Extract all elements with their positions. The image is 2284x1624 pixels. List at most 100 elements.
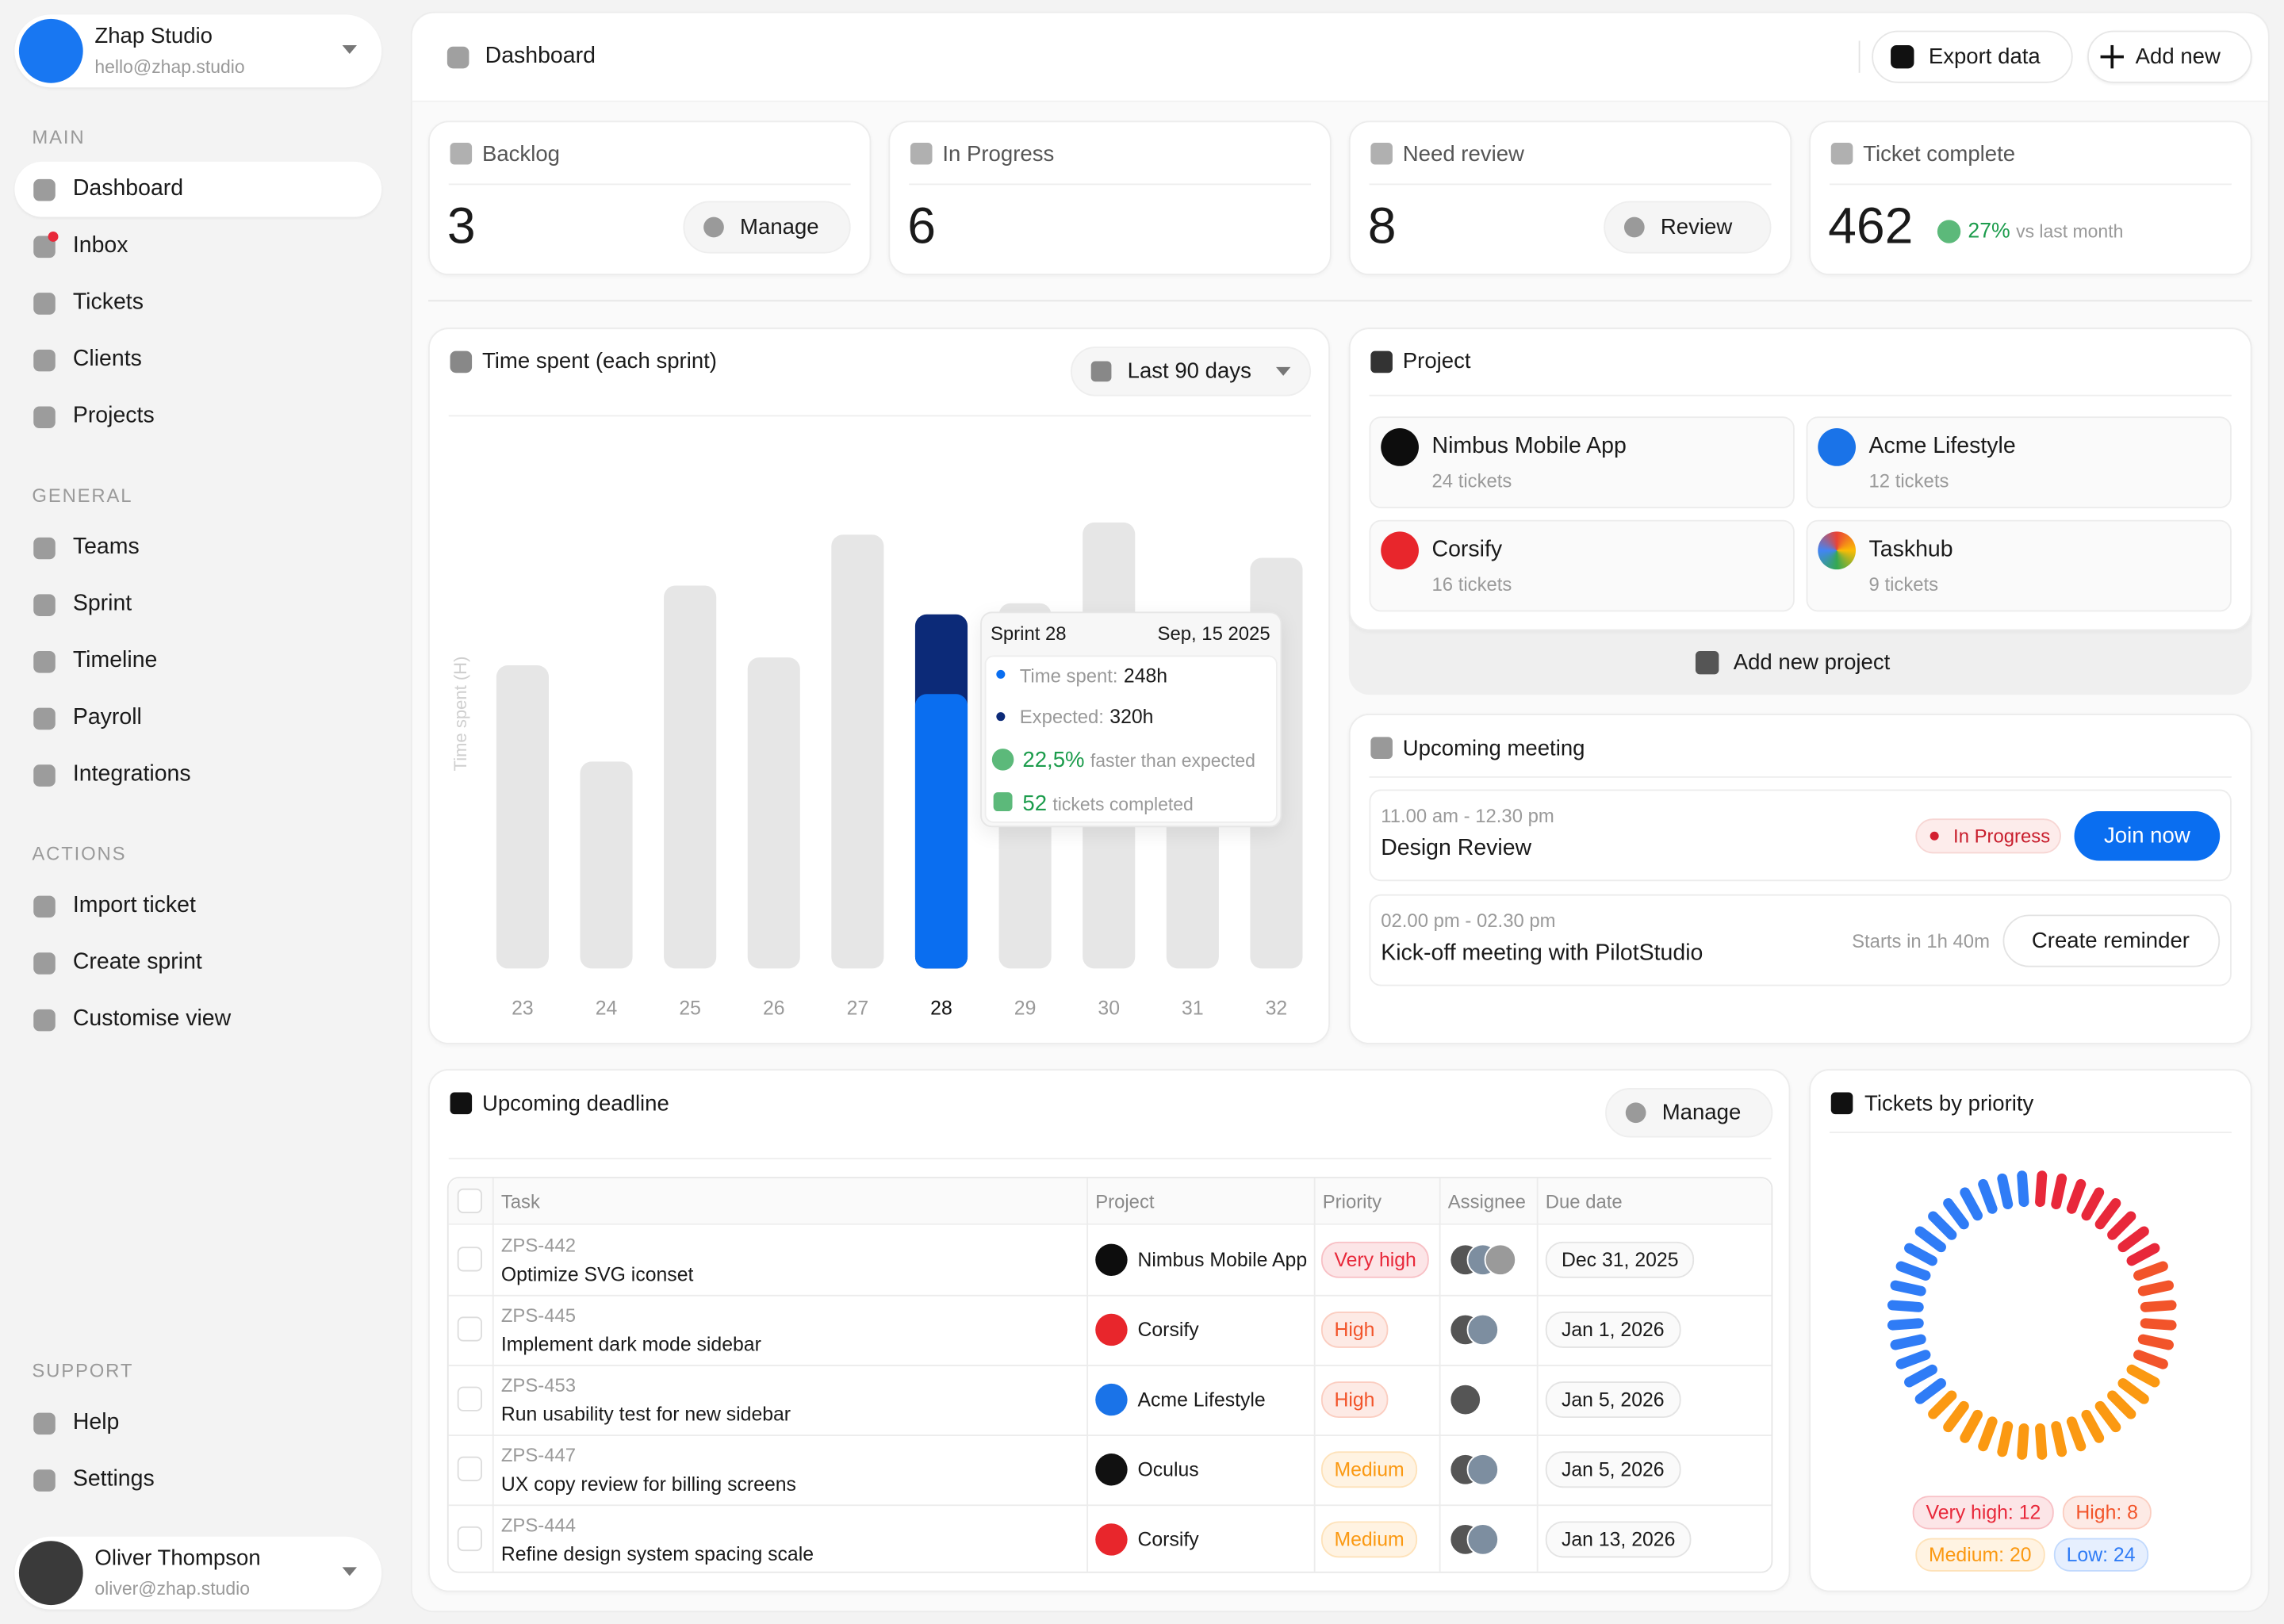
icon <box>1937 220 1961 243</box>
status-dot <box>1930 831 1939 841</box>
icon <box>33 1009 56 1032</box>
nav-item[interactable] <box>14 275 381 331</box>
stat-label: Need review <box>1402 142 1524 167</box>
column-divider <box>1439 1178 1441 1572</box>
table <box>446 1177 1773 1573</box>
project-item[interactable] <box>1369 416 1795 509</box>
nav-item[interactable] <box>14 1396 381 1451</box>
icon <box>33 1469 56 1492</box>
nav-label: Tickets <box>72 289 144 315</box>
priority-chip: Medium <box>1320 1521 1418 1558</box>
button-label: Review <box>1660 214 1733 240</box>
nav-item[interactable] <box>14 634 381 689</box>
nav-label: Import ticket <box>72 892 196 918</box>
task-id: ZPS-447 <box>500 1444 577 1466</box>
add-project-label: Add new project <box>1733 650 1891 676</box>
project-name: Oculus <box>1137 1458 1199 1481</box>
checkbox[interactable] <box>457 1247 482 1272</box>
nav-item[interactable] <box>14 747 381 802</box>
text: 27% <box>1968 220 2010 243</box>
priority-chip: Medium <box>1320 1451 1418 1488</box>
section-title: SUPPORT <box>32 1359 134 1382</box>
project-tickets: 12 tickets <box>1868 469 1949 492</box>
checkbox[interactable] <box>457 1188 482 1214</box>
meeting-time: 02.00 pm - 02.30 pm <box>1381 910 1556 932</box>
card-title: Tickets by priority <box>1864 1091 2034 1116</box>
project-tickets: 9 tickets <box>1868 573 1939 596</box>
join-button[interactable] <box>2074 811 2221 861</box>
project-icon <box>1095 1313 1128 1346</box>
text: Time spent: <box>1019 665 1118 688</box>
priority-legend: Very high: 12 High: 8 Medium: 20 Low: 24 <box>1850 1496 2214 1572</box>
priority-chip: High <box>1320 1311 1388 1348</box>
checkbox[interactable] <box>457 1456 482 1481</box>
text: 320h <box>1109 705 1154 728</box>
chevron <box>342 44 358 54</box>
button-label: Export data <box>1928 44 2041 70</box>
nav-label: Dashboard <box>72 176 184 201</box>
icon <box>1695 651 1719 675</box>
column-header: Assignee <box>1447 1190 1526 1213</box>
task-name: Implement dark mode sidebar <box>500 1333 761 1356</box>
column-divider <box>1313 1178 1316 1572</box>
chart-title: Time spent (each sprint) <box>481 348 717 374</box>
checkbox[interactable] <box>457 1526 482 1552</box>
nav-item[interactable] <box>14 219 381 274</box>
meeting-time: 11.00 am - 12.30 pm <box>1381 804 1554 827</box>
nav-item[interactable] <box>14 332 381 388</box>
nav-label: Sprint <box>72 591 132 616</box>
nav-item[interactable] <box>14 576 381 632</box>
card-title: Upcoming deadline <box>481 1091 669 1116</box>
icon <box>33 952 56 975</box>
nav-item[interactable] <box>14 162 381 217</box>
checkbox[interactable] <box>457 1386 482 1411</box>
stat-card <box>1809 121 2252 276</box>
nav-item[interactable] <box>14 520 381 576</box>
checkbox[interactable] <box>457 1316 482 1342</box>
section-title: ACTIONS <box>32 842 127 865</box>
icon <box>910 143 933 165</box>
legend-chip: Low: 24 <box>2053 1538 2149 1572</box>
icon <box>33 1412 56 1435</box>
stat-value: 6 <box>907 197 937 255</box>
column-header: Project <box>1095 1190 1155 1213</box>
priority-chip: High <box>1320 1381 1388 1419</box>
section-title: GENERAL <box>32 484 133 507</box>
nav-item[interactable] <box>14 691 381 746</box>
icon <box>1891 44 1914 69</box>
nav-item[interactable] <box>14 389 381 444</box>
nav-item[interactable] <box>14 1452 381 1507</box>
project-item[interactable] <box>1806 519 2232 612</box>
text: Expected: <box>1019 705 1104 728</box>
nav-label: Clients <box>72 347 142 372</box>
icon <box>1090 361 1112 382</box>
project-icon <box>1095 1243 1128 1276</box>
nav-label: Inbox <box>72 232 128 259</box>
nav-item[interactable] <box>14 879 381 934</box>
chevron <box>342 1567 358 1576</box>
project-icon <box>1381 531 1419 570</box>
due-chip: Jan 5, 2026 <box>1545 1451 1680 1488</box>
column-header: Priority <box>1322 1190 1382 1213</box>
icon <box>33 707 56 730</box>
divider <box>1858 40 1861 73</box>
tooltip-body <box>984 655 1278 823</box>
reminder-button[interactable] <box>2002 914 2221 967</box>
page-title: Dashboard <box>485 44 596 69</box>
avatar <box>1449 1383 1481 1416</box>
icon <box>33 651 56 673</box>
icon <box>1370 350 1393 373</box>
meeting-status: Starts in 1h 40m <box>1852 929 1990 952</box>
separator <box>909 183 1312 186</box>
project-item[interactable] <box>1806 416 2232 509</box>
project-name: Taskhub <box>1868 537 1953 562</box>
status-label: In Progress <box>1953 825 2051 848</box>
nav-label: Payroll <box>72 704 142 730</box>
due-chip: Jan 5, 2026 <box>1545 1381 1680 1419</box>
icon <box>33 178 56 201</box>
task-id: ZPS-445 <box>500 1304 577 1327</box>
column-divider <box>1536 1178 1539 1572</box>
avatar <box>1466 1454 1500 1486</box>
project-item[interactable] <box>1369 519 1795 612</box>
